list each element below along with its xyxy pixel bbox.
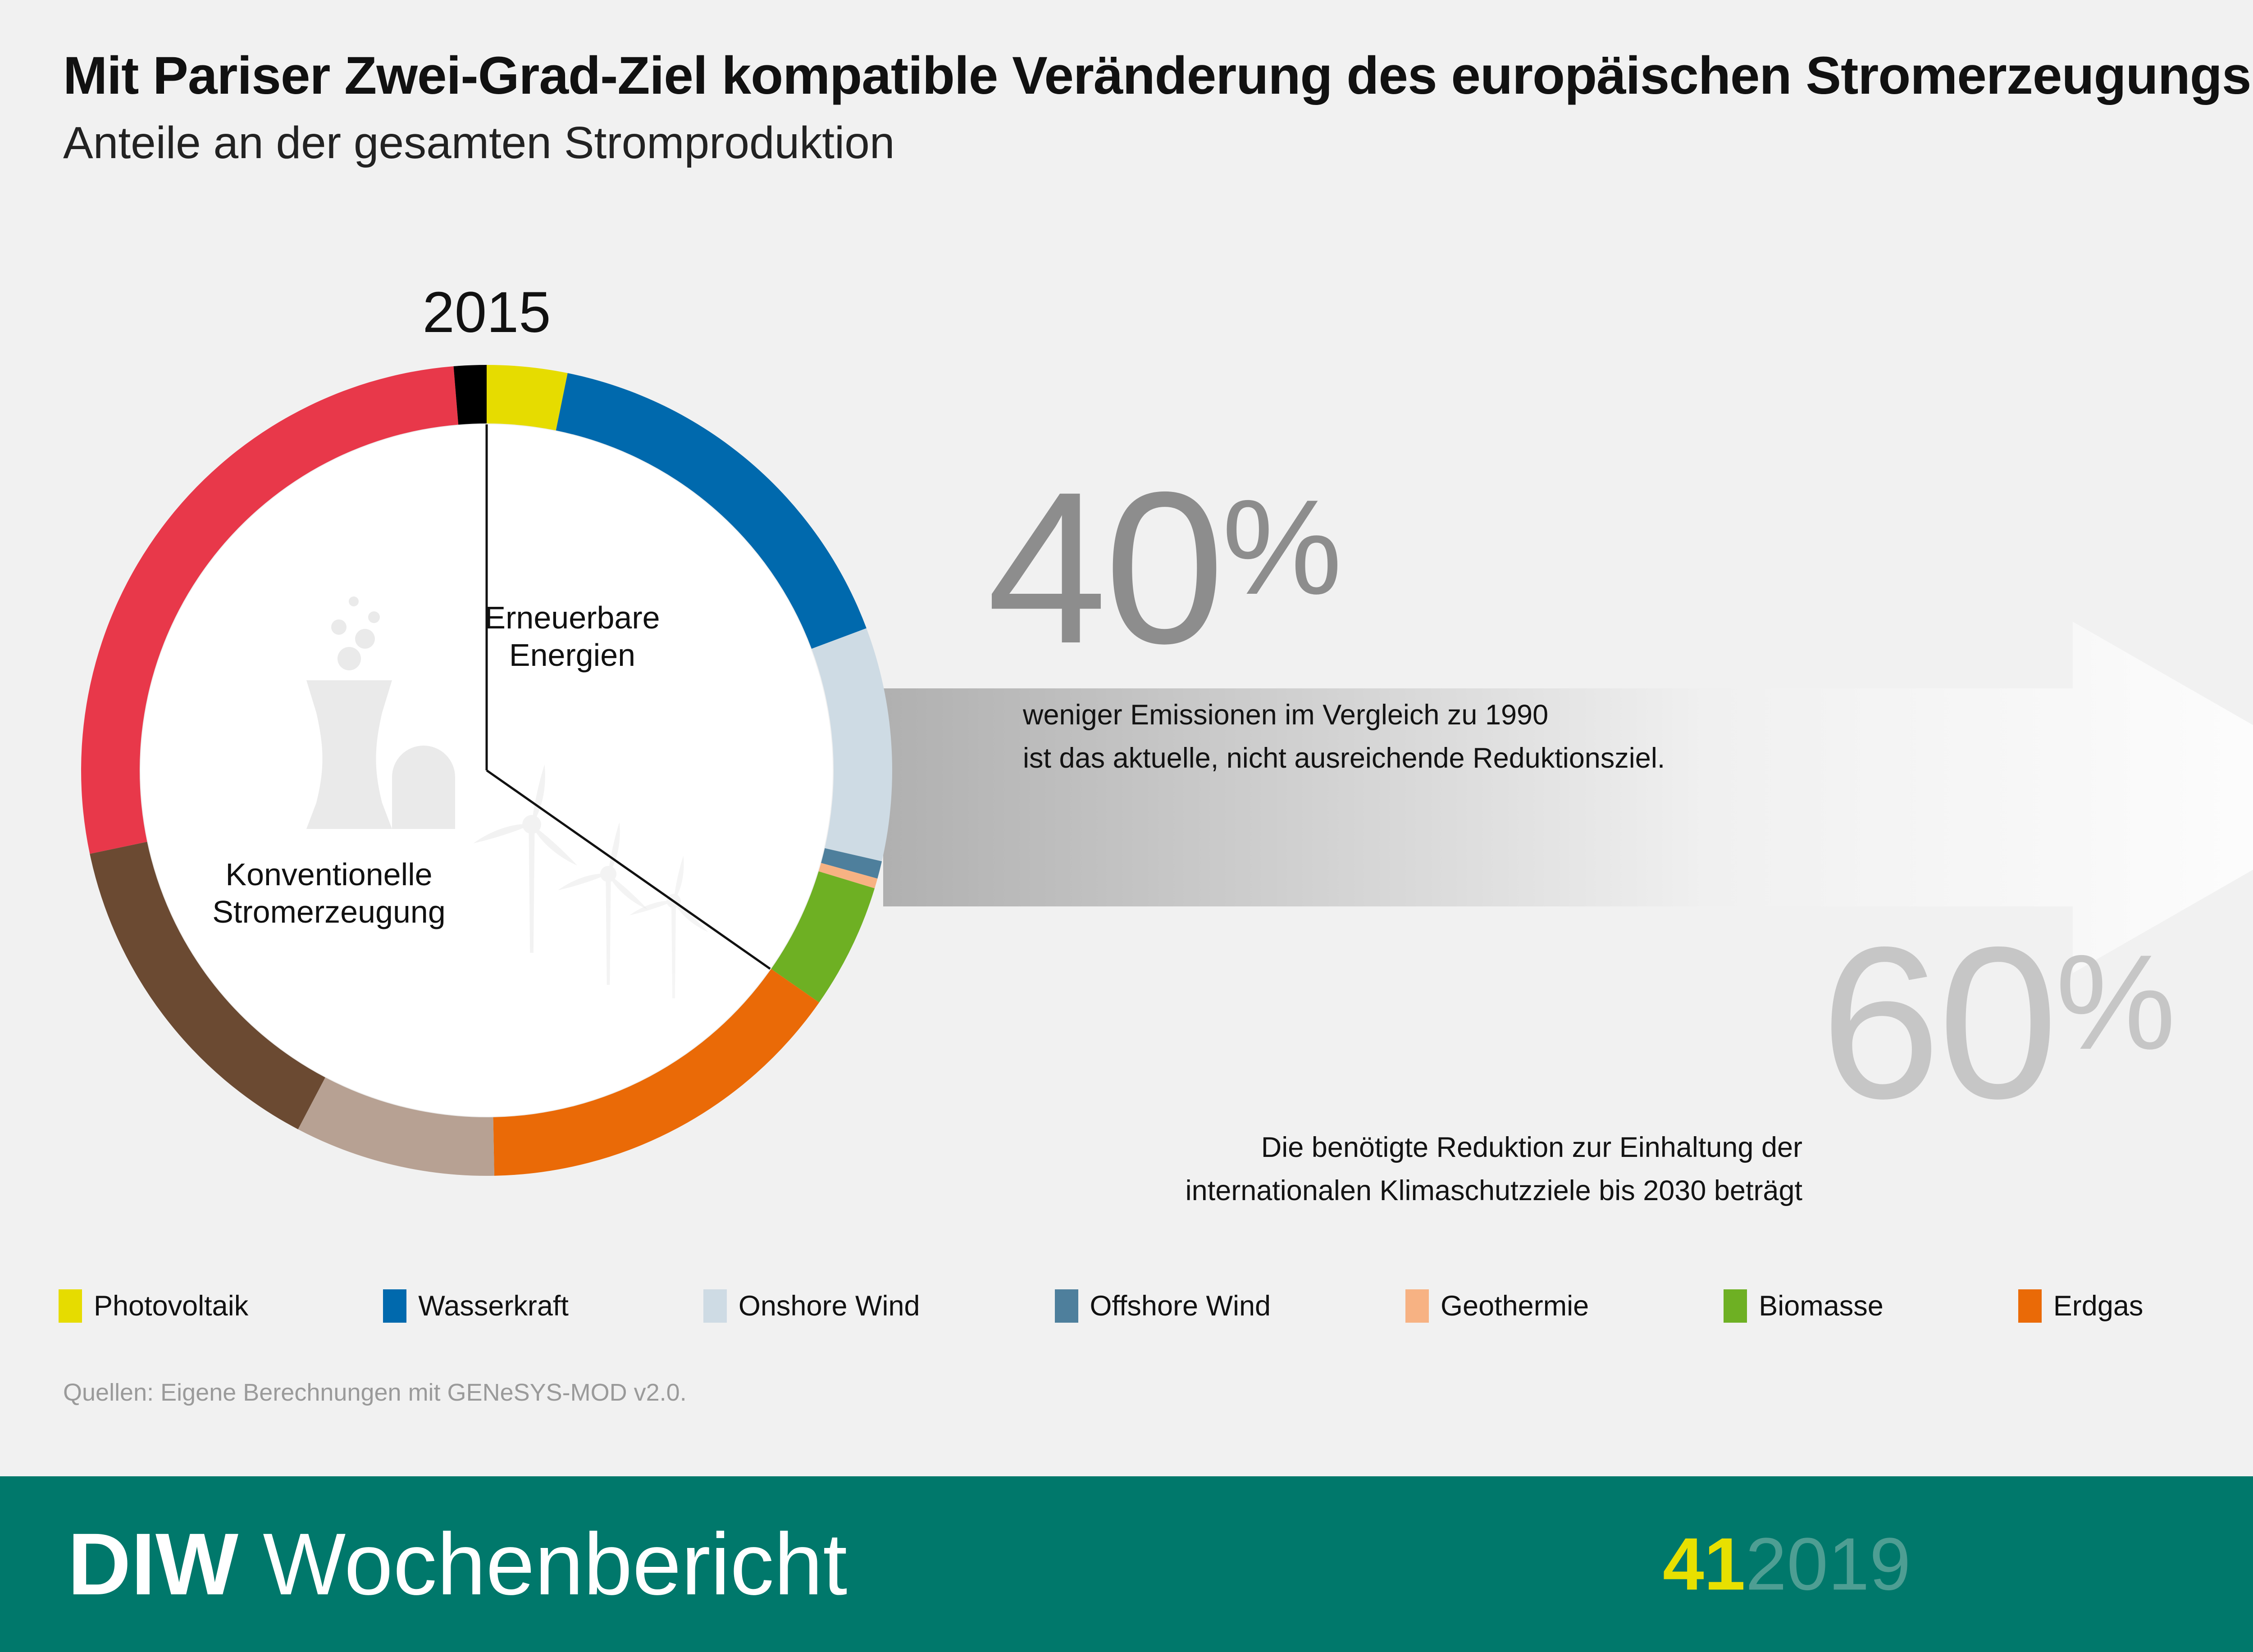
donut-label-conventional-2015: Konventionelle Stromerzeugung <box>212 857 446 929</box>
legend-swatch <box>383 1289 407 1323</box>
brand-wochenbericht: Wochenbericht <box>238 1515 848 1613</box>
legend-swatch <box>703 1289 727 1323</box>
legend-swatch <box>2018 1289 2042 1323</box>
issue-number: 41 <box>1663 1522 1746 1606</box>
donut-segment <box>818 863 878 888</box>
donut-segment <box>771 871 875 1003</box>
group-divider-line <box>486 769 771 970</box>
legend-label: Biomasse <box>1759 1290 1884 1322</box>
legend-item: Wasserkraft <box>383 1289 569 1323</box>
legend-item: Onshore Wind <box>703 1289 920 1323</box>
legend-swatch <box>1405 1289 1429 1323</box>
donut-segment <box>487 365 568 431</box>
legend-label: Offshore Wind <box>1090 1290 1271 1322</box>
source-note: Quellen: Eigene Berechnungen mit GENeSYS… <box>63 1379 687 1406</box>
legend-item: Photovoltaik <box>59 1289 248 1323</box>
wind-turbine-icon <box>558 822 648 985</box>
donut-segment <box>81 366 459 854</box>
legend-label: Photovoltaik <box>94 1290 249 1322</box>
legend-item: Erdgas <box>2018 1289 2144 1323</box>
brand-diw: DIW <box>68 1515 239 1613</box>
donut-segment <box>90 842 325 1129</box>
legend-swatch <box>1724 1289 1747 1323</box>
donut-segment <box>493 969 819 1176</box>
transition-arrow <box>883 622 2253 973</box>
chart-legend: Photovoltaik Wasserkraft Onshore Wind Offsh… <box>59 1289 2253 1323</box>
donut-segment <box>556 373 867 649</box>
donut-year-2015: 2015 <box>422 280 551 345</box>
reduction-40-caption: weniger Emissionen im Vergleich zu 1990 … <box>1023 699 1665 774</box>
legend-swatch <box>59 1289 82 1323</box>
percent-symbol: % <box>1222 471 1342 623</box>
donut-chart-2015: 2015 Erneuerbare Energien Konventionelle… <box>72 280 901 1185</box>
donut-segment <box>298 1077 494 1176</box>
reduction-40-percent: 40% <box>987 446 1342 688</box>
legend-label: Erdgas <box>2053 1290 2144 1322</box>
donut-segment <box>821 848 882 879</box>
legend-label: Wasserkraft <box>418 1290 569 1322</box>
page-subtitle: Anteile an der gesamten Stromproduktion <box>63 118 895 168</box>
legend-item: Offshore Wind <box>1054 1289 1271 1323</box>
percent-symbol: % <box>2055 926 2176 1078</box>
legend-label: Onshore Wind <box>738 1290 920 1322</box>
page-title: Mit Pariser Zwei-Grad-Ziel kompatible Ve… <box>63 46 2253 105</box>
wind-turbine-icon <box>629 856 708 998</box>
legend-swatch <box>1054 1289 1078 1323</box>
legend-item: Biomasse <box>1724 1289 1884 1323</box>
publication-title: DIW Wochenbericht <box>68 1514 847 1615</box>
reduction-60-caption: Die benötigte Reduktion zur Einhaltung d… <box>1185 1132 1802 1206</box>
power-plant-icon <box>306 596 455 829</box>
footer-bar: DIW Wochenbericht 412019 DIW BERLIN <box>0 1476 2253 1652</box>
legend-label: Geothermie <box>1441 1290 1589 1322</box>
wind-turbine-icon <box>473 765 577 953</box>
donut-label-renewable-2015: Erneuerbare Energien <box>484 600 660 673</box>
donut-segment <box>812 628 892 861</box>
issue-year: 2019 <box>1745 1522 1911 1606</box>
reduction-60-percent: 60% <box>1820 901 2176 1143</box>
issue-info: 412019 <box>1663 1522 1911 1607</box>
donut-segment <box>453 365 487 425</box>
legend-item: Geothermie <box>1405 1289 1589 1323</box>
